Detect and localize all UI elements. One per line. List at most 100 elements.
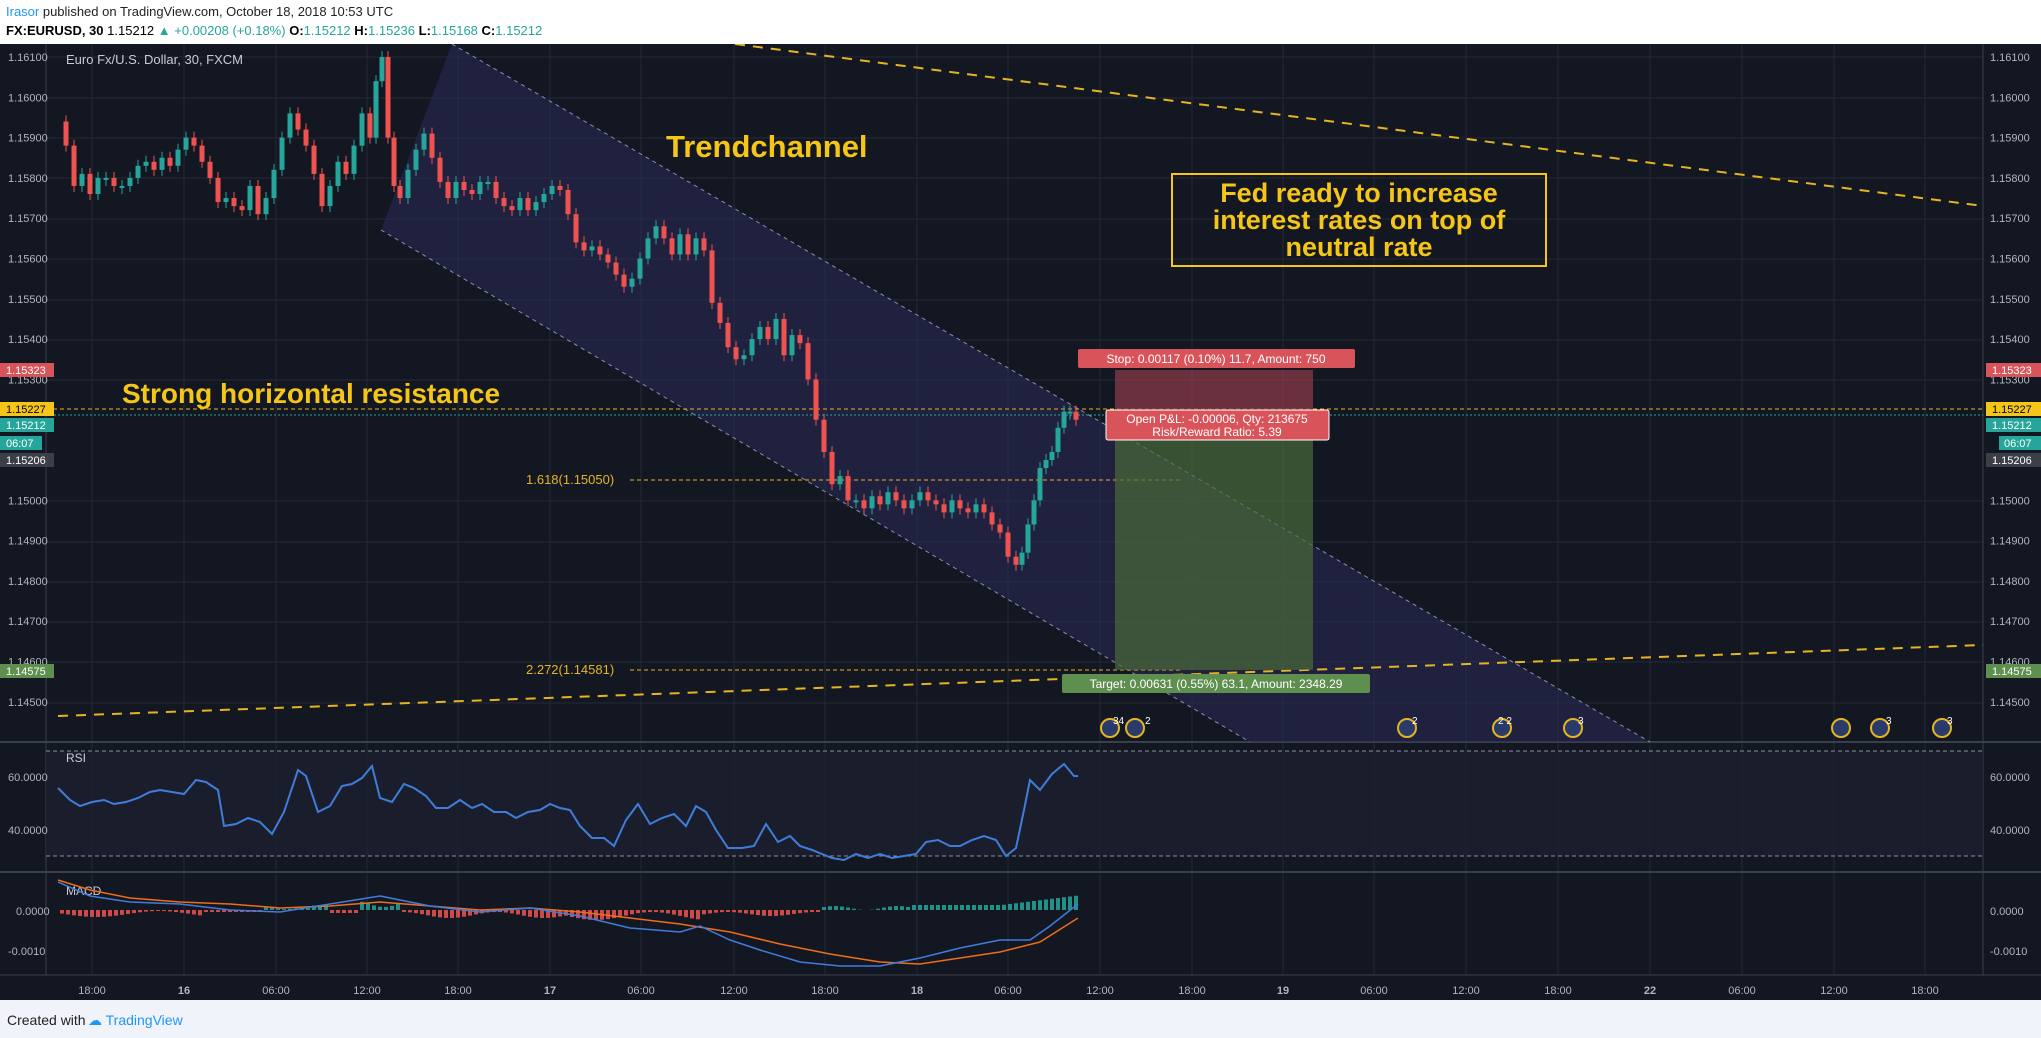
ascending-trendline[interactable] [57,644,1984,717]
macd-histogram-bar [1020,902,1024,910]
candle-body [741,355,747,360]
macd-histogram-bar [924,905,928,910]
macd-histogram-bar [846,907,850,910]
macd-histogram-bar [960,905,964,910]
macd-histogram-bar [792,910,796,914]
stop-label-text: Stop: 0.00117 (0.10%) 11.7, Amount: 750 [1106,352,1325,366]
target-zone[interactable] [1115,410,1313,670]
candle-body [111,177,117,186]
badge-target-left: 1.14575 [6,666,46,678]
pnl-label[interactable]: Open P&L: -0.00006, Qty: 213675 Risk/Rew… [1105,409,1330,441]
time-tick: 17 [544,985,556,997]
candle-body [1061,411,1067,428]
price-axis-right[interactable]: 1.16100 1.16000 1.15900 1.15800 1.15700 1.156… [1990,52,2030,709]
macd-histogram-bar [408,910,412,913]
candle-body [837,476,843,485]
macd-histogram-bar [378,906,382,910]
candle-body [167,157,173,166]
macd-histogram-bar [804,910,808,913]
descending-trendline[interactable] [734,43,1984,207]
candle-body [159,157,165,170]
macd-histogram-bar [978,905,982,910]
macd-histogram-bar [144,910,148,912]
chart-area[interactable]: Euro Fx/U.S. Dollar, 30, FXCM Trendchann… [0,43,2041,1000]
time-tick: 12:00 [1820,985,1848,997]
badge-entry-right: 1.15227 [1992,404,2032,416]
macd-histogram-bar [414,910,418,914]
candle-body [533,202,539,211]
macd-histogram-bar [342,910,346,913]
resistance-label[interactable]: Strong horizontal resistance [122,378,500,409]
candle-body [359,113,365,146]
price-tick-left: 1.15800 [8,173,48,185]
candle-body [949,500,955,513]
candle-body [685,234,691,255]
fed-callout-line3: neutral rate [1285,232,1432,262]
author-link[interactable]: Irasor [6,4,40,19]
macd-line[interactable] [57,881,1079,967]
candle-body [343,161,349,174]
chart-canvas[interactable]: Euro Fx/U.S. Dollar, 30, FXCM Trendchann… [0,43,2041,1000]
candle-body [869,496,875,509]
macd-histogram[interactable] [60,895,1078,920]
candle-body [1037,468,1043,501]
stop-label[interactable]: Stop: 0.00117 (0.10%) 11.7, Amount: 750 [1078,349,1355,368]
candlestick-series[interactable] [63,51,1079,571]
tradingview-logo-link[interactable]: ☁ TradingView [88,1012,183,1029]
target-label[interactable]: Target: 0.00631 (0.55%) 63.1, Amount: 23… [1062,674,1370,693]
macd-histogram-bar [810,910,814,913]
macd-histogram-bar [168,910,172,912]
candle-body [385,57,391,138]
candle-body [215,177,221,203]
trendchannel-label[interactable]: Trendchannel [666,129,868,164]
candle-body [805,343,811,380]
stop-zone[interactable] [1115,370,1313,410]
macd-histogram-bar [570,910,574,917]
rsi-pane[interactable]: RSI 60.0000 40.0000 60.0000 40.0000 [8,750,2030,862]
time-tick: 06:00 [262,985,290,997]
event-markers[interactable]: 34 2 2 2 2 3 3 3 [1100,716,1953,738]
price-tick-right: 1.15000 [1990,495,2030,507]
time-axis[interactable]: 18:00 16 06:00 12:00 18:00 17 06:00 12:00 18:00 1… [78,985,1939,997]
candle-body [909,500,915,509]
price-tick-left: 1.15500 [8,294,48,306]
candle-body [597,246,603,255]
trend-channel-lower-line[interactable] [380,229,1251,743]
macd-histogram-bar [456,910,460,918]
time-tick: 12:00 [1086,985,1114,997]
candle-body [525,198,531,211]
macd-histogram-bar [288,908,292,910]
price-tick-right: 1.15600 [1990,254,2030,266]
candle-body [893,492,899,501]
symbol-label[interactable]: FX:EURUSD, 30 [6,23,104,38]
time-tick: 19 [1277,985,1289,997]
publish-text: published on TradingView.com, October 18… [39,4,394,19]
trend-channel[interactable] [381,44,1650,742]
time-tick: 18:00 [444,985,472,997]
macd-signal-line[interactable] [57,879,1079,965]
candle-body [733,347,739,360]
price-axis-left[interactable]: 1.16100 1.16000 1.15900 1.15800 1.15700 1.156… [8,52,48,709]
macd-histogram-bar [138,910,142,913]
candle-body [373,81,379,138]
candle-body [789,335,795,356]
candle-body [861,500,867,509]
trend-channel-upper-line[interactable] [451,43,1651,743]
macd-histogram-bar [816,910,820,913]
candle-body [781,318,787,356]
macd-histogram-bar [990,905,994,910]
fed-callout[interactable]: Fed ready to increase interest rates on … [1171,173,1547,267]
candle-body [501,198,507,207]
macd-pane[interactable]: MACD 0.0000 -0.0010 0.0000 -0.0010 [8,879,2027,967]
macd-histogram-bar [768,910,772,916]
macd-histogram-bar [942,905,946,910]
candle-body [95,177,101,195]
macd-histogram-bar [180,910,184,913]
candle-body [119,185,125,188]
candle-body [287,113,293,138]
candle-body [629,278,635,287]
price-tick-right: 1.15400 [1990,334,2030,346]
macd-histogram-bar [918,905,922,910]
rsi-line[interactable] [57,762,1078,862]
rsi-axis-60-left: 60.0000 [8,772,48,784]
